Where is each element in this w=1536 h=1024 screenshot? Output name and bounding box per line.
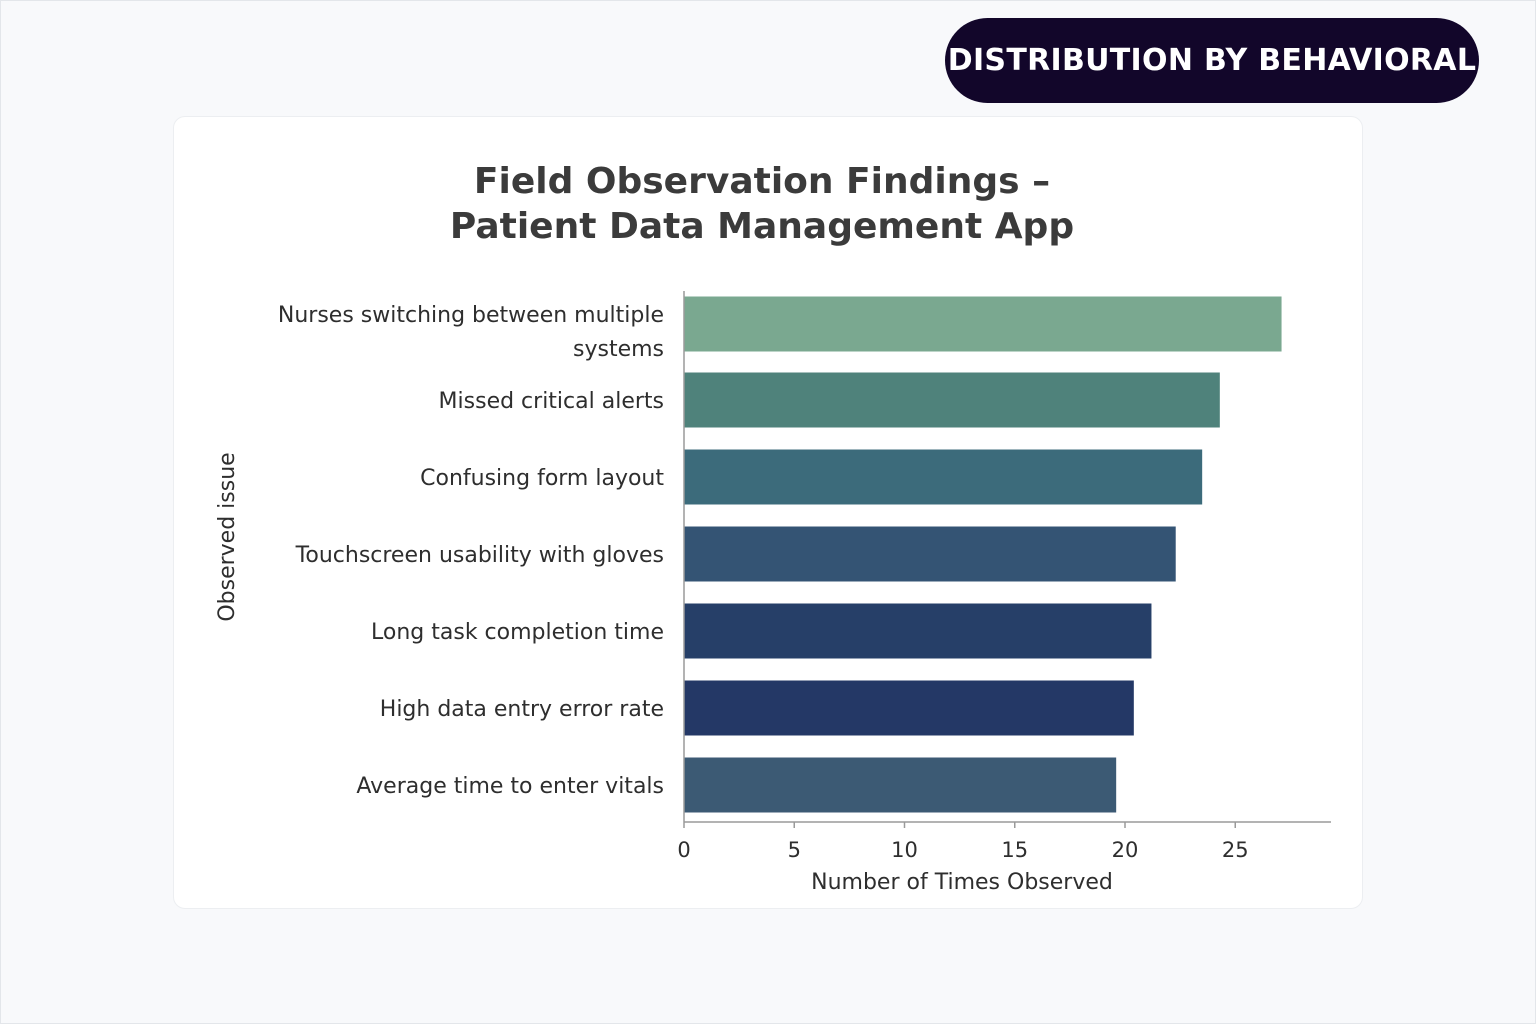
category-label: Confusing form layout (420, 466, 664, 491)
category-label: Long task completion time (371, 620, 664, 645)
category-label: Average time to enter vitals (356, 774, 664, 799)
x-tick-label: 15 (1001, 838, 1028, 862)
y-axis-title: Observed issue (215, 452, 240, 621)
bars (684, 296, 1282, 813)
axes (683, 291, 1331, 823)
x-tick-label: 5 (788, 838, 801, 862)
bar (684, 372, 1220, 428)
bar (684, 603, 1152, 659)
x-tick-label: 20 (1112, 838, 1139, 862)
bar (684, 757, 1117, 813)
chart-title: Field Observation Findings –Patient Data… (450, 161, 1074, 247)
x-tick-label: 25 (1222, 838, 1249, 862)
category-labels: Nurses switching between multiple systems… (278, 303, 664, 799)
x-tick-label: 0 (677, 838, 690, 862)
category-label: systems (573, 337, 664, 362)
category-label: Missed critical alerts (439, 389, 664, 414)
bar (684, 526, 1176, 582)
y-axis-title-group: Observed issue (215, 452, 240, 621)
x-tick-label: 10 (891, 838, 918, 862)
bar (684, 449, 1203, 505)
bar-chart: Field Observation Findings –Patient Data… (215, 161, 1331, 895)
category-label: High data entry error rate (380, 697, 664, 722)
x-ticks: 0 5 10 15 20 25 (677, 822, 1249, 862)
x-axis-title: Number of Times Observed (811, 870, 1113, 895)
distribution-badge: DISTRIBUTION BY BEHAVIORAL (945, 18, 1479, 103)
bar (684, 680, 1134, 736)
x-axis-title-group: Number of Times Observed (811, 870, 1113, 895)
chart-card: Field Observation Findings – Patient Data… (173, 116, 1363, 909)
bar (684, 296, 1282, 352)
category-label: Touchscreen usability with gloves (295, 543, 664, 568)
category-label: Nurses switching between multiple (278, 303, 664, 328)
chart-title-line: Patient Data Management App (450, 206, 1074, 247)
chart-title-line: Field Observation Findings – (474, 161, 1050, 202)
